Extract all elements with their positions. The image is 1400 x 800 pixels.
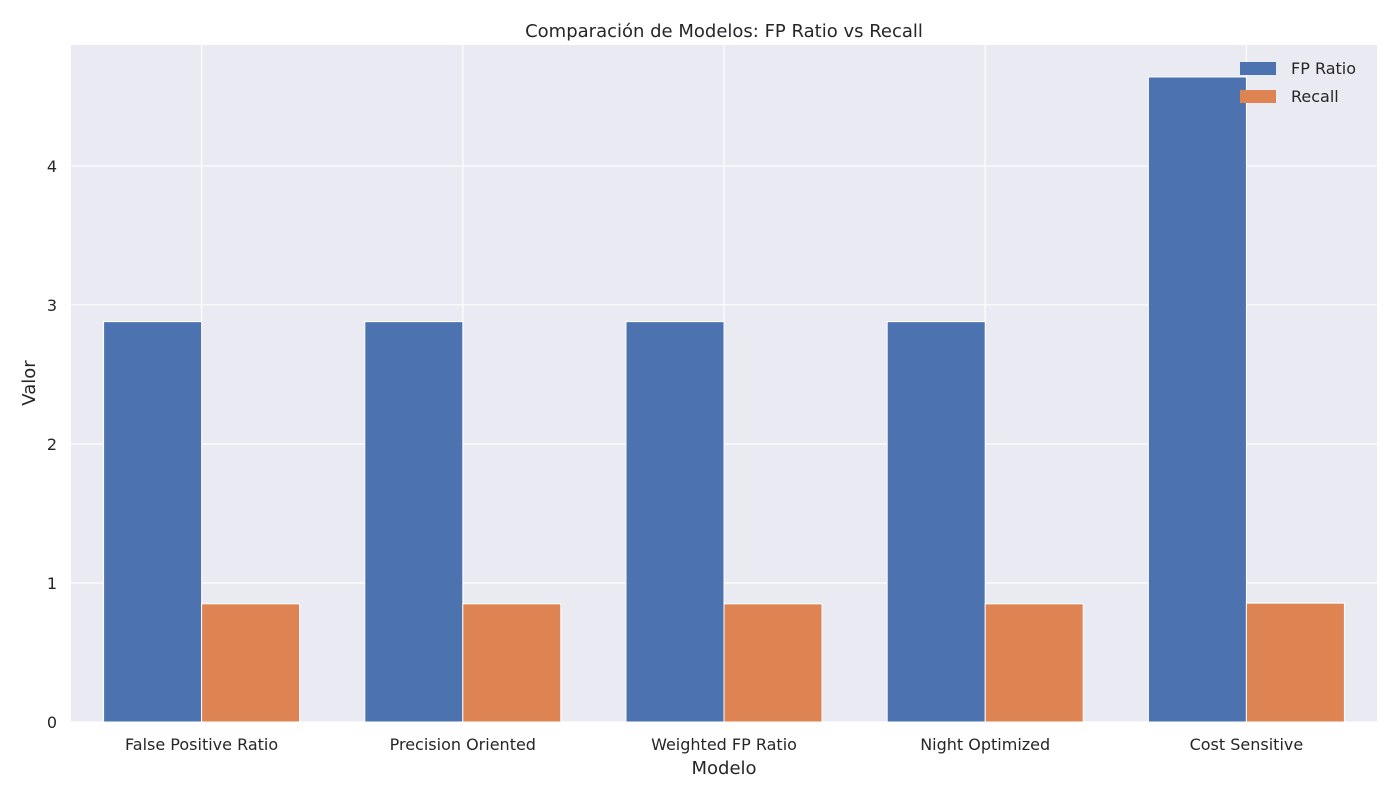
legend: FP Ratio Recall [1240, 59, 1356, 106]
x-tick-label: False Positive Ratio [125, 735, 278, 754]
bar-fp-ratio-night-optimized [886, 321, 986, 723]
bar-fp-ratio-cost-sensitive [1147, 76, 1247, 723]
y-tick-label: 1 [47, 574, 57, 593]
legend-label-fp-ratio: FP Ratio [1291, 59, 1356, 78]
x-axis-label: Modelo [691, 758, 756, 779]
x-tick-label: Cost Sensitive [1190, 735, 1304, 754]
bar-recall-cost-sensitive [1245, 602, 1345, 723]
x-tick-label: Night Optimized [920, 735, 1050, 754]
y-tick-label: 3 [47, 296, 57, 315]
x-tick-label: Precision Oriented [390, 735, 536, 754]
y-axis-label: Valor [19, 360, 40, 406]
legend-swatch-fp-ratio [1240, 62, 1276, 75]
y-tick-label: 0 [47, 713, 57, 732]
legend-label-recall: Recall [1291, 87, 1339, 106]
bar-recall-precision-oriented [462, 603, 562, 723]
bar-recall-weighted-fp-ratio [723, 603, 823, 723]
bars [103, 76, 1345, 723]
bar-recall-night-optimized [984, 603, 1084, 723]
bar-fp-ratio-precision-oriented [364, 321, 464, 723]
bar-fp-ratio-weighted-fp-ratio [625, 321, 725, 723]
x-tick-label: Weighted FP Ratio [651, 735, 797, 754]
bar-fp-ratio-false-positive-ratio [103, 321, 203, 723]
legend-swatch-recall [1240, 90, 1276, 103]
bar-recall-false-positive-ratio [201, 603, 301, 723]
chart-title: Comparación de Modelos: FP Ratio vs Reca… [525, 21, 923, 42]
y-tick-label: 2 [47, 435, 57, 454]
tick-labels: 0 1 2 3 4 False Positive Ratio Precision Orien… [47, 157, 1303, 754]
y-tick-label: 4 [47, 157, 57, 176]
